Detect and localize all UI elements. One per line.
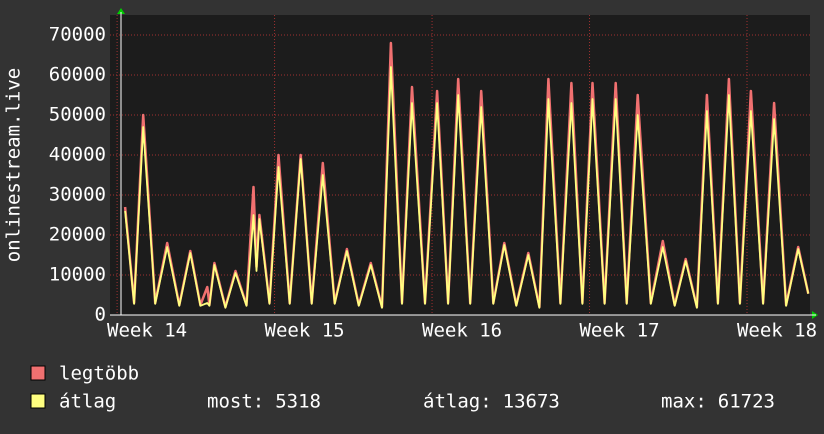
stat-value: 13673 [503, 391, 560, 413]
stat-value: 61723 [718, 391, 775, 413]
stat-label: max: [661, 391, 707, 413]
y-tick-label: 20000 [49, 224, 106, 246]
stat-label: most: [207, 391, 264, 413]
legend-label: legtöbb [59, 363, 139, 385]
stat-value: 5318 [275, 391, 321, 413]
x-tick-label: Week 14 [107, 320, 187, 342]
x-tick-label: Week 17 [579, 320, 659, 342]
axis-arrow [117, 8, 125, 14]
legend-label: átlag [59, 391, 116, 413]
y-tick-label: 30000 [49, 184, 106, 206]
y-axis-label: onlinestream.live [3, 68, 25, 262]
legend-swatch [30, 365, 46, 381]
y-tick-label: 70000 [49, 24, 106, 46]
plot-area [110, 15, 810, 315]
y-tick-label: 60000 [49, 64, 106, 86]
series-line [124, 66, 810, 309]
y-tick-label: 0 [95, 304, 106, 326]
y-tick-label: 40000 [49, 144, 106, 166]
stat-label: átlag: [423, 391, 492, 413]
x-tick-label: Week 16 [422, 320, 502, 342]
legend-swatch [30, 393, 46, 409]
y-tick-label: 50000 [49, 104, 106, 126]
x-tick-label: Week 15 [265, 320, 345, 342]
y-tick-label: 10000 [49, 264, 106, 286]
x-tick-label: Week 18 [737, 320, 817, 342]
